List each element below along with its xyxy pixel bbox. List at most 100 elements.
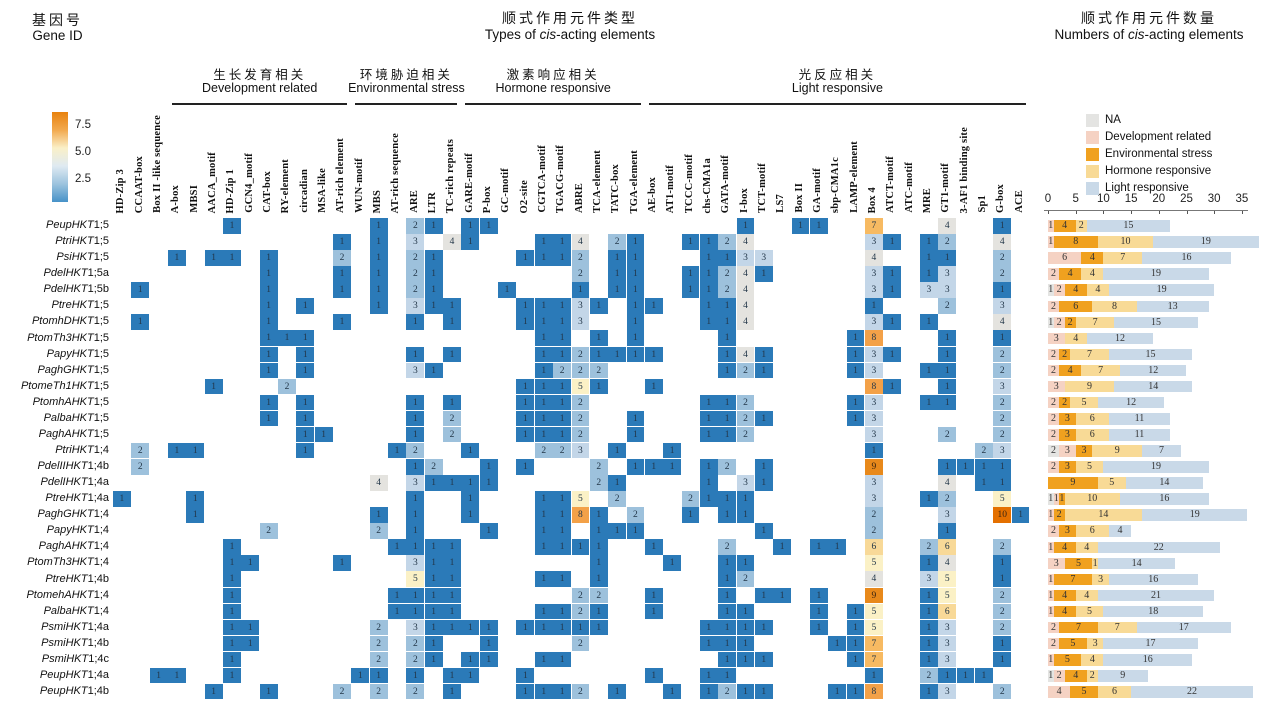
heatmap-cell: 1: [718, 603, 737, 620]
bar-segment: 14: [1064, 509, 1143, 521]
heatmap-cell: 1: [883, 314, 902, 330]
heatmap-cell: 1: [516, 394, 535, 411]
bar-segment: 1: [1048, 509, 1054, 521]
heatmap-cell: 3: [864, 266, 883, 282]
bar-segment: 18: [1103, 605, 1204, 618]
axis-tick: [1214, 210, 1216, 214]
gene-id-label: PdelIIHKT1;4b: [37, 460, 109, 473]
colorbar-tick-label: 7.5: [75, 119, 91, 131]
column-header: GA-motif: [812, 168, 824, 213]
bar-segment: 14: [1097, 557, 1176, 570]
column-header: GT1-motif: [940, 163, 952, 213]
heatmap-cell: 1: [424, 619, 443, 636]
axis-tick: [1075, 210, 1077, 214]
heatmap-cell: 2: [993, 394, 1012, 411]
heatmap-cell: 1: [718, 314, 737, 330]
gene-id-label: PeupHKT1;4b: [39, 684, 109, 697]
heatmap-cell: 1: [699, 234, 718, 250]
heatmap-cell: 1: [443, 346, 461, 363]
heatmap-cell: 1: [534, 378, 553, 395]
heatmap-cell: 3: [571, 442, 590, 459]
heatmap-cell: 2: [571, 410, 590, 427]
heatmap-cell: 1: [626, 459, 645, 475]
heatmap-cell: 2: [553, 362, 571, 379]
heatmap-cell: 1: [259, 266, 278, 282]
bar-segment: 2: [1048, 413, 1060, 425]
gene-id-label: PtomhDHKT1;5: [31, 315, 109, 328]
gene-id-label: PapyHKT1;4: [46, 524, 109, 537]
heatmap-cell: 1: [699, 394, 718, 411]
heatmap-cell: 2: [974, 442, 993, 459]
heatmap-cell: 1: [424, 635, 443, 652]
bar-segment: 9: [1097, 670, 1148, 682]
heatmap-cell: 1: [259, 250, 278, 266]
heatmap-cell: 2: [406, 683, 425, 700]
bar-segment: 4: [1108, 525, 1132, 537]
heatmap-cell: 1: [424, 555, 443, 571]
heatmap-cell: 2: [571, 362, 590, 379]
heatmap-cell: 1: [718, 250, 737, 266]
axis-tick: [1241, 210, 1243, 214]
heatmap-cell: 1: [644, 459, 663, 475]
heatmap-cell: 1: [461, 218, 480, 234]
heatmap-cell: 1: [608, 282, 626, 298]
bar-segment: 12: [1086, 332, 1154, 345]
heatmap-cell: 1: [314, 426, 333, 443]
heatmap-cell: 1: [644, 603, 663, 620]
heatmap-cell: 3: [864, 394, 883, 411]
heatmap-cell: 1: [681, 282, 700, 298]
heatmap-cell: 1: [699, 667, 718, 684]
heatmap-cell: 1: [993, 282, 1012, 298]
counts-title-en: Numbers of cis-acting elements: [1054, 27, 1244, 42]
bar-segment: 1: [1059, 493, 1065, 505]
heatmap-cell: 1: [974, 667, 993, 684]
bar-segment: 19: [1108, 284, 1215, 296]
heatmap-cell: 2: [681, 491, 700, 507]
heatmap-cell: 1: [259, 346, 278, 363]
heatmap-cell: 2: [919, 667, 938, 684]
heatmap-cell: 2: [589, 362, 608, 379]
heatmap-cell: 1: [809, 619, 828, 636]
heatmap-cell: 1: [534, 523, 553, 539]
heatmap-cell: 1: [479, 218, 498, 234]
heatmap-cell: 1: [699, 314, 718, 330]
bar-segment: 2: [1048, 348, 1060, 361]
gene-id-label: PapyHKT1;5: [46, 347, 109, 360]
heatmap-cell: 1: [919, 587, 938, 604]
heatmap-cell: 2: [718, 683, 737, 700]
bar-segment: 5: [1064, 557, 1093, 570]
heatmap-cell: 1: [699, 298, 718, 314]
heatmap-cell: 1: [534, 491, 553, 507]
group-label-en: Development related: [202, 81, 318, 95]
heatmap-cell: 1: [993, 555, 1012, 571]
bar-segment: 6: [1059, 300, 1093, 313]
heatmap-cell: 1: [406, 346, 425, 363]
heatmap-cell: 1: [626, 346, 645, 363]
heatmap-cell: 1: [406, 667, 425, 684]
heatmap-cell: 7: [864, 651, 883, 668]
bar-segment: 4: [1053, 220, 1076, 232]
heatmap-cell: 3: [571, 298, 590, 314]
heatmap-cell: 4: [938, 218, 957, 234]
bar-segment: 22: [1131, 686, 1253, 698]
heatmap-cell: 2: [131, 459, 150, 475]
heatmap-cell: 1: [718, 426, 737, 443]
column-header: P-box: [481, 185, 493, 213]
heatmap-cell: 1: [699, 475, 718, 491]
heatmap-cell: 2: [333, 250, 351, 266]
heatmap-cell: 3: [919, 282, 938, 298]
heatmap-cell: 1: [699, 635, 718, 652]
heatmap-cell: 3: [993, 298, 1012, 314]
heatmap-cell: 1: [424, 250, 443, 266]
heatmap-cell: 1: [736, 507, 755, 523]
column-header: MSA-like: [316, 168, 328, 213]
heatmap-cell: 1: [424, 603, 443, 620]
heatmap-cell: 2: [369, 523, 388, 539]
heatmap-cell: 1: [461, 619, 480, 636]
heatmap-cell: 1: [736, 218, 755, 234]
heatmap-cell: 1: [443, 394, 461, 411]
group-label-zh: 环境胁迫相关: [359, 68, 453, 82]
heatmap-cell: 1: [333, 314, 351, 330]
bar-segment: 3: [1075, 445, 1093, 457]
bar-segment: 7: [1053, 573, 1093, 586]
